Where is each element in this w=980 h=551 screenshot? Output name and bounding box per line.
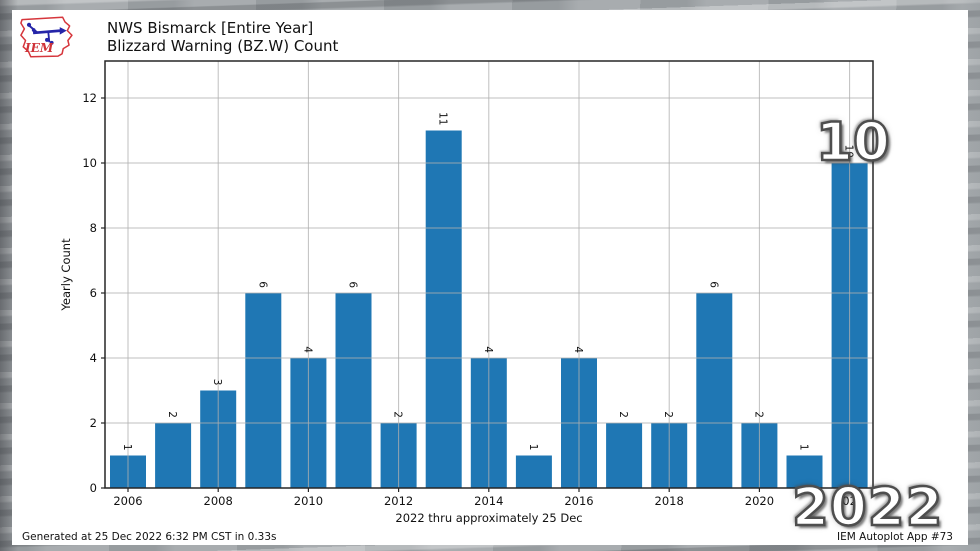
bar-2021 — [786, 455, 823, 488]
weather-vane-icon — [26, 22, 67, 45]
bar-value-label: 6 — [256, 281, 268, 288]
bar-value-label: 1 — [121, 444, 133, 451]
x-tick-label: 2022 — [835, 494, 864, 508]
footer-app-text: IEM Autoplot App #73 — [837, 531, 953, 543]
bar-value-label: 4 — [301, 346, 313, 353]
bar-value-label: 6 — [347, 281, 359, 288]
x-tick-label: 2014 — [474, 494, 503, 508]
bar-value-label: 6 — [707, 281, 719, 288]
y-tick-label: 6 — [90, 286, 97, 300]
bar-2011 — [335, 293, 372, 488]
bar-value-label: 2 — [752, 411, 764, 418]
figure-title: NWS Bismarck [Entire Year] Blizzard Warn… — [107, 19, 339, 55]
y-axis-label: Yearly Count — [59, 238, 73, 312]
x-tick-label: 2008 — [204, 494, 233, 508]
bar-2019 — [696, 293, 733, 488]
bar-value-label: 3 — [211, 379, 223, 386]
bar-value-label: 4 — [572, 346, 584, 353]
y-tick-label: 12 — [82, 91, 97, 105]
iem-logo: IEM — [20, 16, 73, 58]
y-tick-label: 0 — [90, 481, 97, 495]
bar-value-label: 10 — [843, 145, 855, 158]
bar-value-label: 2 — [166, 411, 178, 418]
bar-value-label: 1 — [527, 444, 539, 451]
y-tick-label: 8 — [90, 221, 97, 235]
overlay-year-watermark: 2022 — [791, 477, 944, 538]
y-tick-label: 2 — [90, 416, 97, 430]
logo-text: IEM — [24, 41, 54, 55]
y-tick-label: 4 — [90, 351, 97, 365]
iowa-outline-icon — [20, 16, 73, 58]
bar-2013 — [425, 130, 462, 488]
bar-value-label: 2 — [617, 411, 629, 418]
x-tick-label: 2018 — [655, 494, 684, 508]
x-tick-label: 2012 — [384, 494, 413, 508]
y-tick-label: 10 — [82, 156, 97, 170]
title-line-2: Blizzard Warning (BZ.W) Count — [107, 36, 339, 55]
x-axis-label: 2022 thru approximately 25 Dec — [395, 511, 582, 525]
bar-value-label: 4 — [482, 346, 494, 353]
title-line-1: NWS Bismarck [Entire Year] — [107, 19, 314, 37]
bar-2009 — [245, 293, 282, 488]
bar-2007 — [155, 423, 192, 488]
x-tick-label: 2020 — [745, 494, 774, 508]
x-tick-label: 2010 — [294, 494, 323, 508]
footer-generated-text: Generated at 25 Dec 2022 6:32 PM CST in … — [22, 531, 277, 543]
bar-value-label: 2 — [392, 411, 404, 418]
bar-value-label: 11 — [437, 112, 449, 125]
overlay-count-watermark: 10 — [815, 112, 891, 173]
bar-2017 — [606, 423, 643, 488]
x-tick-label: 2016 — [564, 494, 593, 508]
figure-canvas: IEM NWS Bismarck [Entire Year] Blizzard … — [12, 10, 968, 545]
bar-2015 — [515, 455, 552, 488]
bar-value-label: 1 — [798, 444, 810, 451]
x-tick-label: 2006 — [113, 494, 142, 508]
bar-value-label: 2 — [662, 411, 674, 418]
